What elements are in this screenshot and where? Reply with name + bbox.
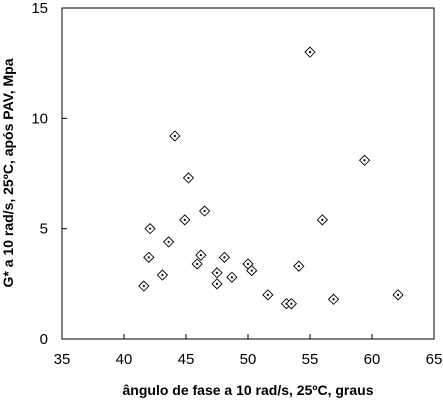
marker-center-dot	[147, 256, 150, 259]
data-point	[191, 258, 203, 270]
marker-center-dot	[196, 262, 199, 266]
data-point	[156, 269, 169, 281]
data-point	[143, 251, 155, 263]
data-point	[246, 264, 258, 277]
data-points	[138, 46, 404, 310]
data-point	[293, 260, 305, 272]
plot-frame	[61, 7, 435, 340]
marker-center-dot	[161, 273, 164, 277]
data-point	[211, 267, 223, 279]
marker-center-dot	[142, 284, 145, 288]
data-point	[304, 46, 316, 58]
x-axis: 35 40 45 50 55 60 65	[54, 334, 443, 368]
data-point	[169, 130, 181, 142]
y-tick-label: 0	[40, 331, 48, 348]
marker-center-dot	[332, 298, 335, 301]
marker-center-dot	[148, 227, 152, 230]
marker-center-dot	[215, 271, 219, 274]
data-point	[182, 172, 195, 184]
marker-center-dot	[266, 293, 269, 296]
data-point	[138, 280, 150, 292]
data-point	[316, 214, 329, 226]
data-point	[211, 278, 223, 290]
x-tick-label: 35	[54, 351, 71, 368]
data-point	[179, 214, 191, 226]
x-tick-label: 45	[178, 351, 195, 368]
x-axis-title: ângulo de fase a 10 rad/s, 25ºC, graus	[123, 382, 374, 398]
marker-center-dot	[308, 51, 312, 54]
marker-center-dot	[183, 218, 186, 221]
marker-center-dot	[187, 176, 190, 180]
y-tick-label: 15	[31, 0, 48, 17]
y-tick-label: 10	[31, 110, 48, 127]
marker-center-dot	[223, 256, 226, 259]
marker-center-dot	[173, 134, 176, 138]
marker-center-dot	[167, 240, 170, 244]
y-axis: 0 5 10 15	[31, 0, 67, 348]
y-axis-title: G* a 10 rad/s, 25ºC, após PAV, Mpa	[0, 58, 16, 287]
data-point	[358, 154, 371, 166]
marker-center-dot	[297, 265, 300, 268]
data-point	[262, 289, 274, 301]
data-point	[144, 223, 156, 235]
data-point	[195, 249, 207, 261]
marker-center-dot	[363, 159, 366, 162]
x-tick-label: 65	[426, 351, 443, 368]
marker-center-dot	[290, 302, 293, 305]
marker-center-dot	[250, 269, 253, 272]
x-tick-label: 40	[116, 351, 133, 368]
marker-center-dot	[246, 262, 250, 266]
x-tick-label: 50	[240, 351, 257, 368]
data-point	[226, 271, 238, 283]
marker-center-dot	[199, 254, 202, 257]
data-point	[163, 236, 175, 248]
marker-center-dot	[230, 276, 233, 279]
data-point	[198, 205, 211, 217]
marker-center-dot	[203, 209, 206, 213]
marker-center-dot	[215, 282, 219, 285]
marker-center-dot	[321, 218, 324, 221]
data-point	[218, 251, 231, 263]
marker-center-dot	[396, 293, 400, 296]
x-tick-label: 60	[364, 351, 381, 368]
y-tick-label: 5	[40, 221, 48, 238]
x-tick-label: 55	[302, 351, 319, 368]
data-point	[392, 289, 404, 301]
data-point	[285, 298, 298, 310]
data-point	[327, 293, 340, 305]
